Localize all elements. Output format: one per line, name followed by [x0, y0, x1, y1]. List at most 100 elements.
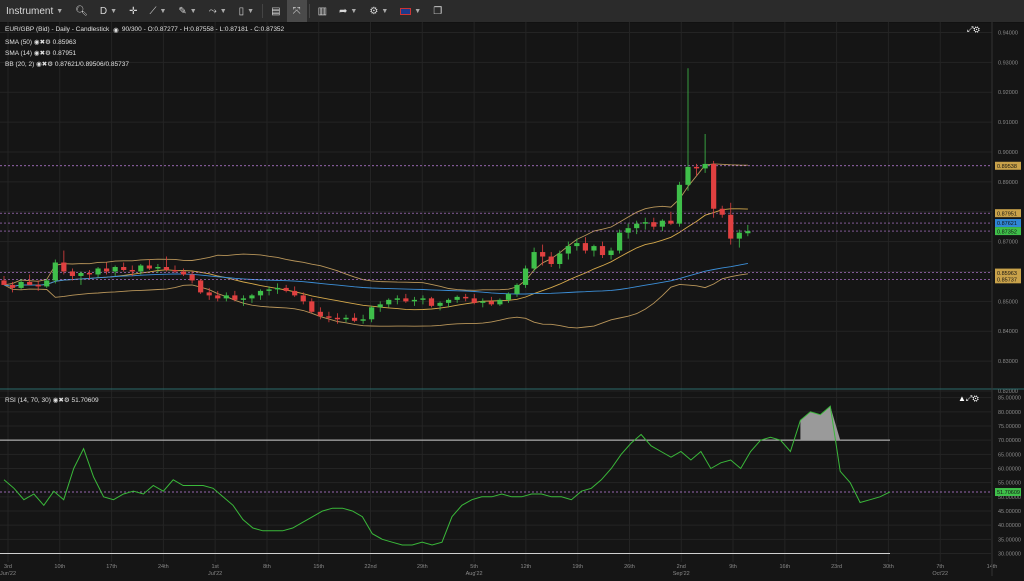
candle-body	[497, 299, 503, 305]
period-dropdown[interactable]: D ▼	[94, 0, 123, 22]
chevron-down-icon: ▼	[219, 7, 227, 15]
candle-body	[386, 299, 392, 305]
panel-controls-icon[interactable]: ▲⤢⚙	[958, 394, 979, 403]
rsi-tick-label: 65.00000	[998, 452, 1021, 458]
gear-icon[interactable]: ⚙	[45, 39, 51, 46]
language-button[interactable]: ▼	[394, 0, 427, 22]
chevron-down-icon: ▼	[350, 7, 358, 15]
draw-line-button[interactable]: ⟋ ▼	[143, 0, 172, 22]
bb-label: BB (20, 2)	[5, 61, 35, 68]
rsi-tick-label: 75.00000	[998, 424, 1021, 430]
settings-button[interactable]: ⚙ ▼	[363, 0, 394, 22]
candle-body	[617, 232, 623, 251]
candle-body	[557, 253, 563, 265]
crosshair-icon: ✛	[129, 5, 138, 17]
y-tick-label: 0.93000	[998, 60, 1018, 66]
candle-body	[360, 319, 366, 321]
candle-body	[138, 265, 144, 272]
layout-button[interactable]: ▤	[265, 0, 286, 22]
close-icon[interactable]: ✖	[39, 50, 46, 57]
rsi-tick-label: 30.00000	[998, 552, 1021, 558]
x-tick-label: Oct'22	[932, 571, 948, 576]
sma50-legend: SMA (50) ◉✖⚙ 0.85963	[5, 38, 76, 46]
y-tick-label: 0.85000	[998, 299, 1018, 305]
candle-body	[249, 295, 255, 299]
pattern-button[interactable]: ⤳ ▼	[203, 0, 233, 22]
candle-body	[745, 231, 751, 234]
layout-icon: ▤	[271, 5, 281, 17]
x-tick-label: 3rd	[4, 564, 12, 570]
popout-button[interactable]: ❐	[427, 0, 448, 22]
eye-icon[interactable]: ◉	[113, 27, 119, 34]
candle-body	[129, 269, 135, 272]
candle-body	[52, 262, 58, 281]
candle-body	[215, 295, 221, 299]
rsi-label: RSI (14, 70, 30)	[5, 397, 51, 404]
gear-icon[interactable]: ⚙	[47, 61, 54, 68]
eye-icon[interactable]: ◉	[52, 397, 59, 404]
candle-body	[343, 317, 349, 320]
candle-body	[198, 280, 204, 293]
chevron-down-icon: ▼	[110, 7, 118, 15]
chevron-down-icon: ▼	[414, 7, 422, 15]
bb-upper-line	[3, 163, 748, 291]
candle-body	[651, 222, 657, 227]
candle-body	[642, 222, 648, 224]
x-tick-label: 5th	[470, 564, 478, 570]
gear-icon: ⚙	[369, 5, 379, 17]
ohlc-values: 90/300 - O:0.87277 - H:0.87558 - L:0.871…	[121, 26, 285, 34]
crosshair-button[interactable]: ✛	[123, 0, 143, 22]
y-tick-label: 0.90000	[998, 150, 1018, 156]
price-badge-label: 0.87352	[997, 229, 1017, 235]
share-button[interactable]: ➦ ▼	[333, 0, 363, 22]
candle-body	[155, 266, 161, 269]
rsi-tick-label: 50.00000	[998, 495, 1021, 501]
y-tick-label: 0.87000	[998, 240, 1018, 246]
y-tick-label: 0.83000	[998, 359, 1018, 365]
pencil-button[interactable]: ✎ ▼	[172, 0, 202, 22]
candle-body	[514, 284, 520, 294]
gear-icon[interactable]: ⚙	[45, 50, 51, 57]
x-tick-label: 16th	[779, 564, 790, 570]
candle-body	[121, 266, 127, 270]
search-button[interactable]: 🔍︎	[69, 0, 94, 22]
candle-body	[463, 296, 469, 299]
candle-body	[522, 268, 529, 285]
x-tick-label: 19th	[572, 564, 583, 570]
eye-icon[interactable]: ◉	[33, 39, 40, 46]
eye-icon[interactable]: ◉	[36, 61, 42, 68]
rsi-tick-label: 85.00000	[998, 396, 1021, 402]
sma50-value: 0.85963	[52, 39, 77, 46]
candle-body	[283, 287, 289, 291]
rsi-badge	[995, 488, 1021, 497]
x-tick-label: Jun'22	[0, 571, 16, 576]
maximize-icon[interactable]: ⤢⚙	[967, 25, 980, 34]
close-icon[interactable]: ✖	[39, 39, 46, 46]
sma14-value: 0.87951	[52, 50, 77, 57]
chart-area[interactable]: 3rd Jun'22 10th 17th 24th 1st Jul'22 8th 15th 22n…	[0, 22, 1024, 577]
rsi-tick-label: 40.00000	[998, 523, 1021, 529]
instrument-dropdown[interactable]: Instrument ▼	[0, 0, 69, 22]
x-tick-label: 8th	[263, 564, 271, 570]
candle-body	[437, 302, 443, 306]
eye-icon[interactable]: ◉	[33, 50, 40, 57]
candle-body	[334, 317, 341, 320]
close-icon[interactable]: ✖	[41, 61, 48, 68]
search-icon: 🔍︎	[75, 5, 88, 17]
close-icon[interactable]: ✖	[58, 397, 64, 404]
candle-body	[531, 252, 537, 269]
y-tick-label: 0.94000	[998, 30, 1018, 36]
bb-legend: BB (20, 2) ◉✖⚙ 0.87621/0.89506/0.85737	[5, 60, 129, 68]
candle-body	[172, 269, 178, 272]
candle-body	[86, 272, 93, 275]
instrument-label: Instrument	[6, 5, 54, 17]
rsi-tick-label: 80.00000	[998, 410, 1021, 416]
chart-type-button[interactable]: ▥	[312, 0, 333, 22]
gear-icon[interactable]: ⚙	[63, 397, 70, 404]
candle-body	[326, 316, 332, 318]
candle-body	[711, 163, 717, 209]
candle-body	[548, 256, 554, 265]
candle-body	[1, 280, 7, 285]
trash-button[interactable]: ▯ ▼	[233, 0, 260, 22]
fullscreen-button[interactable]: ⤧	[286, 0, 307, 22]
